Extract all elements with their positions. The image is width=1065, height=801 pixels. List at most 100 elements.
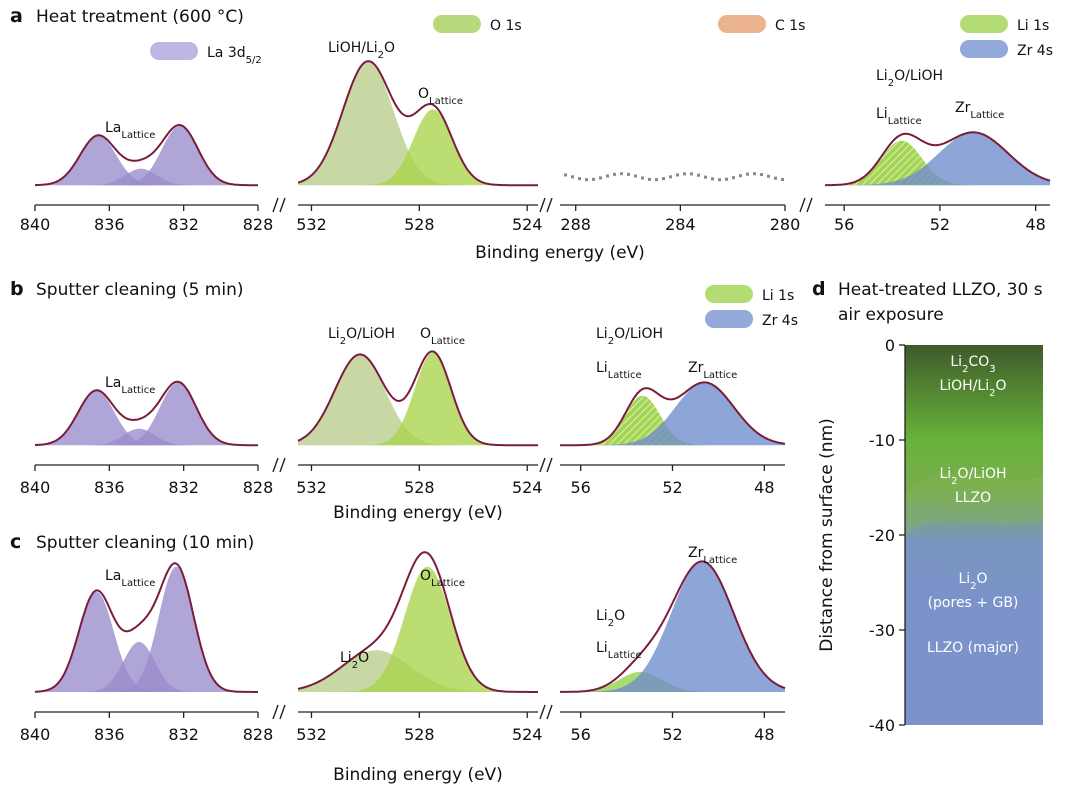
peak-annotation-part: 2 [608, 618, 614, 629]
peak-component [298, 109, 538, 186]
layer-label: LiOH/Li2O [939, 378, 1006, 399]
peak-annotation: LiOH/Li2O [328, 40, 395, 61]
layer-label: Li2O [958, 571, 987, 592]
peak-annotation-part: Lattice [121, 130, 155, 141]
x-tick-label: 52 [930, 215, 950, 234]
x-tick-label: 832 [168, 725, 199, 744]
peak-annotation-part: 2 [378, 50, 384, 61]
x-tick-label: 840 [20, 478, 51, 497]
peak-annotation-part: Li [596, 640, 608, 656]
peak-annotation-part: Li [340, 650, 352, 666]
layer-label-part: O [977, 571, 988, 587]
peak-component [298, 354, 538, 446]
legend-swatch [705, 310, 753, 328]
panel-title: Heat-treated LLZO, 30 s [838, 280, 1043, 300]
peak-annotation-part: Lattice [121, 385, 155, 396]
fit-envelope [297, 551, 538, 693]
noise-dots [662, 177, 665, 181]
layer-label-part: LLZO (major) [927, 640, 1019, 656]
noise-dots [585, 178, 588, 182]
noise-dots [774, 176, 777, 180]
peak-annotation-part: La [105, 120, 121, 136]
legend-text-part: Li 1s [762, 288, 794, 304]
peak-annotation: Li2O/LiOH [876, 68, 943, 89]
peak-component [560, 382, 785, 446]
peak-component [560, 395, 785, 446]
noise-dots [655, 178, 658, 182]
noise-dots [627, 172, 630, 176]
x-tick-label: 528 [404, 478, 435, 497]
noise-dots [641, 176, 644, 180]
noise-dots [648, 177, 651, 181]
x-axis-label: Binding energy (eV) [333, 765, 503, 785]
x-tick-label: 52 [662, 725, 682, 744]
peak-annotation: LiLattice [596, 360, 642, 381]
noise-dots [571, 175, 574, 179]
peak-component [298, 61, 538, 186]
peak-annotation-part: Li [596, 608, 608, 624]
axis-break [279, 457, 286, 473]
y-tick-label: -20 [869, 526, 895, 545]
peak-component [298, 352, 538, 446]
y-axis-label: Distance from surface (nm) [817, 418, 837, 652]
noise-dots [697, 173, 700, 177]
noise-dots [718, 178, 721, 182]
peak-annotation: LiLattice [596, 640, 642, 661]
panel-label: b [10, 278, 24, 300]
layer-label-part: Li [939, 466, 951, 482]
peak-component [825, 132, 1050, 186]
peak-annotation: LaLattice [105, 568, 155, 589]
legend-swatch [960, 40, 1008, 58]
layer-label-part: O/LiOH [958, 466, 1007, 482]
noise-dots [725, 177, 728, 181]
panel-title: Heat treatment (600 °C) [36, 7, 244, 27]
noise-dots [683, 172, 686, 176]
axis-break [539, 704, 546, 720]
panel-label: a [10, 5, 23, 27]
axis-break [546, 704, 553, 720]
x-tick-label: 840 [20, 725, 51, 744]
peak-annotation-part: Lattice [431, 578, 465, 589]
peak-annotation: ZrLattice [955, 100, 1004, 121]
y-tick-label: 0 [885, 336, 895, 355]
peak-annotation-part: 2 [340, 336, 346, 347]
peak-annotation-part: O/LiOH [894, 68, 943, 84]
legend-text-part: La 3d [207, 45, 246, 61]
layer-label-part: 2 [989, 388, 995, 399]
layer-label-part: 3 [989, 364, 995, 375]
x-tick-label: 48 [754, 478, 774, 497]
peak-annotation-part: Lattice [970, 110, 1004, 121]
layer-label-part: Li [950, 354, 962, 370]
noise-dots [753, 172, 756, 176]
panel-title: air exposure [838, 305, 944, 325]
peak-annotation-part: Zr [688, 545, 704, 561]
x-tick-label: 828 [243, 215, 274, 234]
peak-component [35, 382, 258, 446]
peak-annotation-part: O [418, 86, 429, 102]
fit-envelope [297, 60, 538, 187]
x-tick-label: 532 [296, 725, 327, 744]
peak-component [35, 591, 258, 692]
peak-annotation-part: 2 [352, 660, 358, 671]
noise-dots [634, 174, 637, 178]
layer-label-part: O [996, 378, 1007, 394]
fit-envelope [297, 350, 538, 447]
fit-envelope [34, 562, 258, 693]
layer-label-part: 2 [962, 364, 968, 375]
x-tick-label: 48 [1025, 215, 1045, 234]
peak-annotation-part: Li [876, 106, 888, 122]
noise-dots [732, 176, 735, 180]
peak-annotation: OLattice [420, 568, 465, 589]
legend-text-part: O 1s [490, 18, 522, 34]
axis-break [272, 457, 279, 473]
layer-label: LLZO [955, 490, 991, 506]
depth-region [905, 471, 1043, 535]
peak-component [35, 125, 258, 186]
y-tick-label: -30 [869, 621, 895, 640]
noise-dots [606, 174, 609, 178]
depth-region [905, 571, 1043, 725]
axis-break [546, 457, 553, 473]
peak-component [35, 390, 258, 446]
y-tick-label: -10 [869, 431, 895, 450]
